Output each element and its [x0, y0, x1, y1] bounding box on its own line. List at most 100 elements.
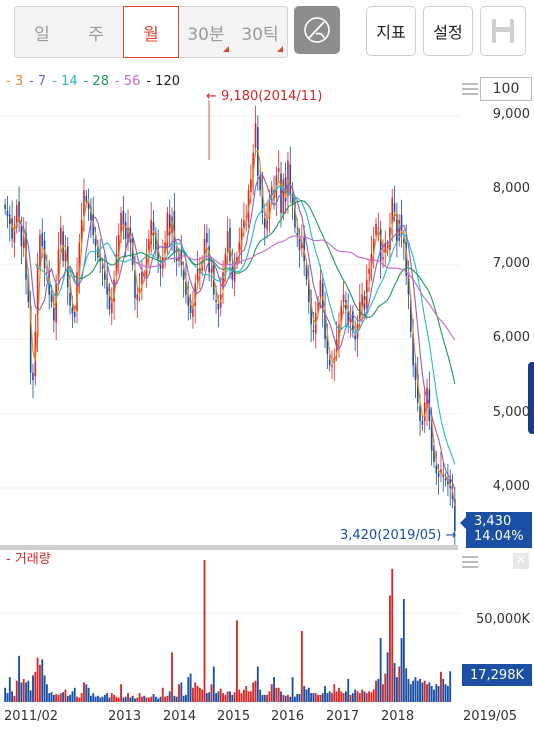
candle-body — [182, 270, 185, 280]
candle-body — [43, 240, 46, 269]
candle-body — [310, 298, 312, 325]
price-axis-menu-icon[interactable] — [462, 83, 478, 96]
volume-bar — [433, 689, 435, 702]
volume-bar — [89, 695, 92, 702]
candle-body — [138, 290, 141, 293]
save-button[interactable] — [480, 6, 526, 56]
candle-body — [379, 229, 382, 262]
close-volume-icon[interactable]: ✕ — [513, 553, 529, 569]
candle-body — [131, 238, 134, 265]
side-panel-handle[interactable] — [528, 362, 534, 434]
volume-bar — [113, 694, 116, 702]
volume-bar — [242, 689, 245, 702]
volume-bar — [161, 687, 164, 702]
candle-body — [396, 214, 398, 243]
indicator-button[interactable]: 지표 — [366, 6, 416, 56]
volume-bar — [229, 691, 231, 702]
volume-bar — [99, 697, 102, 702]
candle-body — [261, 186, 264, 213]
candle-body — [41, 233, 44, 247]
moving-average-line-56 — [132, 235, 456, 341]
legend-item-ma28: - 28 — [83, 74, 109, 89]
volume-bar — [395, 677, 398, 702]
moving-average-line-28 — [67, 200, 456, 385]
candle-body — [326, 335, 329, 355]
last-price-label: 3,420(2019/05) → — [340, 528, 456, 543]
drawing-tool-icon — [304, 17, 330, 43]
candle-body — [110, 302, 113, 314]
candle-body — [349, 316, 352, 323]
volume-bar — [85, 684, 88, 702]
candle-body — [90, 207, 92, 221]
candle-body — [414, 363, 417, 381]
volume-bar — [78, 697, 81, 702]
right-arrow-icon: → — [441, 528, 457, 543]
legend-item-ma120: - 120 — [146, 74, 180, 89]
candle-body — [210, 268, 213, 273]
candle-body — [384, 242, 387, 252]
volume-bar — [259, 689, 262, 702]
period-button-0[interactable]: 일 — [15, 7, 69, 57]
volume-bar — [217, 691, 220, 702]
period-button-1[interactable]: 주 — [69, 7, 123, 57]
volume-bar — [87, 687, 90, 702]
volume-bar — [205, 693, 208, 702]
candle-body — [29, 305, 32, 373]
volume-bar — [39, 664, 41, 702]
candle-body — [69, 292, 71, 306]
pane-divider[interactable] — [0, 545, 458, 550]
legend-item-ma3: - 3 — [6, 74, 24, 89]
candle-body — [352, 311, 354, 332]
volume-bar — [261, 694, 264, 702]
volume-bar — [291, 677, 294, 702]
candle-body — [226, 231, 229, 254]
candle-body — [59, 227, 62, 245]
volume-bar — [62, 692, 65, 702]
period-selector: 일 주 월 30분 30틱 — [14, 6, 288, 58]
volume-bar — [298, 694, 301, 702]
candle-body — [263, 218, 266, 228]
volume-bar — [215, 693, 218, 702]
volume-bar — [416, 680, 419, 702]
volume-bar — [245, 686, 248, 702]
volume-bar — [280, 691, 282, 702]
volume-axis-menu-icon[interactable] — [462, 556, 478, 569]
volume-bar — [103, 694, 106, 702]
candle-body — [231, 266, 234, 280]
settings-button[interactable]: 설정 — [423, 6, 473, 56]
candle-body — [280, 173, 282, 213]
volume-bar — [122, 697, 125, 702]
candle-body — [99, 253, 102, 262]
volume-bar — [164, 696, 167, 702]
candle-body — [368, 268, 370, 275]
volume-bar — [375, 680, 377, 702]
period-button-3[interactable]: 30분 — [179, 7, 233, 57]
moving-average-line-7 — [18, 174, 456, 491]
price-axis-tick: 4,000 — [492, 479, 530, 494]
drawing-tool-button[interactable] — [294, 6, 340, 54]
volume-bar — [240, 693, 243, 702]
volume-bar — [166, 695, 169, 702]
candle-body — [206, 233, 208, 243]
volume-bar — [440, 671, 442, 702]
volume-bar — [344, 691, 347, 702]
volume-bar — [358, 693, 361, 702]
volume-bar — [386, 652, 389, 702]
volume-bar — [212, 666, 215, 702]
period-button-2[interactable]: 월 — [123, 6, 179, 58]
candle-body — [252, 153, 254, 178]
candle-body — [115, 253, 118, 276]
zoom-level-box[interactable]: 100 — [480, 77, 532, 101]
candle-body — [157, 244, 159, 262]
volume-legend: - 거래량 — [6, 548, 51, 567]
volume-bar — [83, 682, 85, 702]
volume-bar — [247, 691, 250, 702]
volume-bar — [127, 693, 129, 702]
time-axis-tick: 2014 — [163, 709, 197, 724]
period-button-4[interactable]: 30틱 — [233, 7, 287, 57]
volume-bar — [407, 678, 410, 702]
candle-body — [287, 160, 289, 196]
volume-bar — [419, 678, 421, 702]
period-label: 월 — [143, 24, 159, 45]
